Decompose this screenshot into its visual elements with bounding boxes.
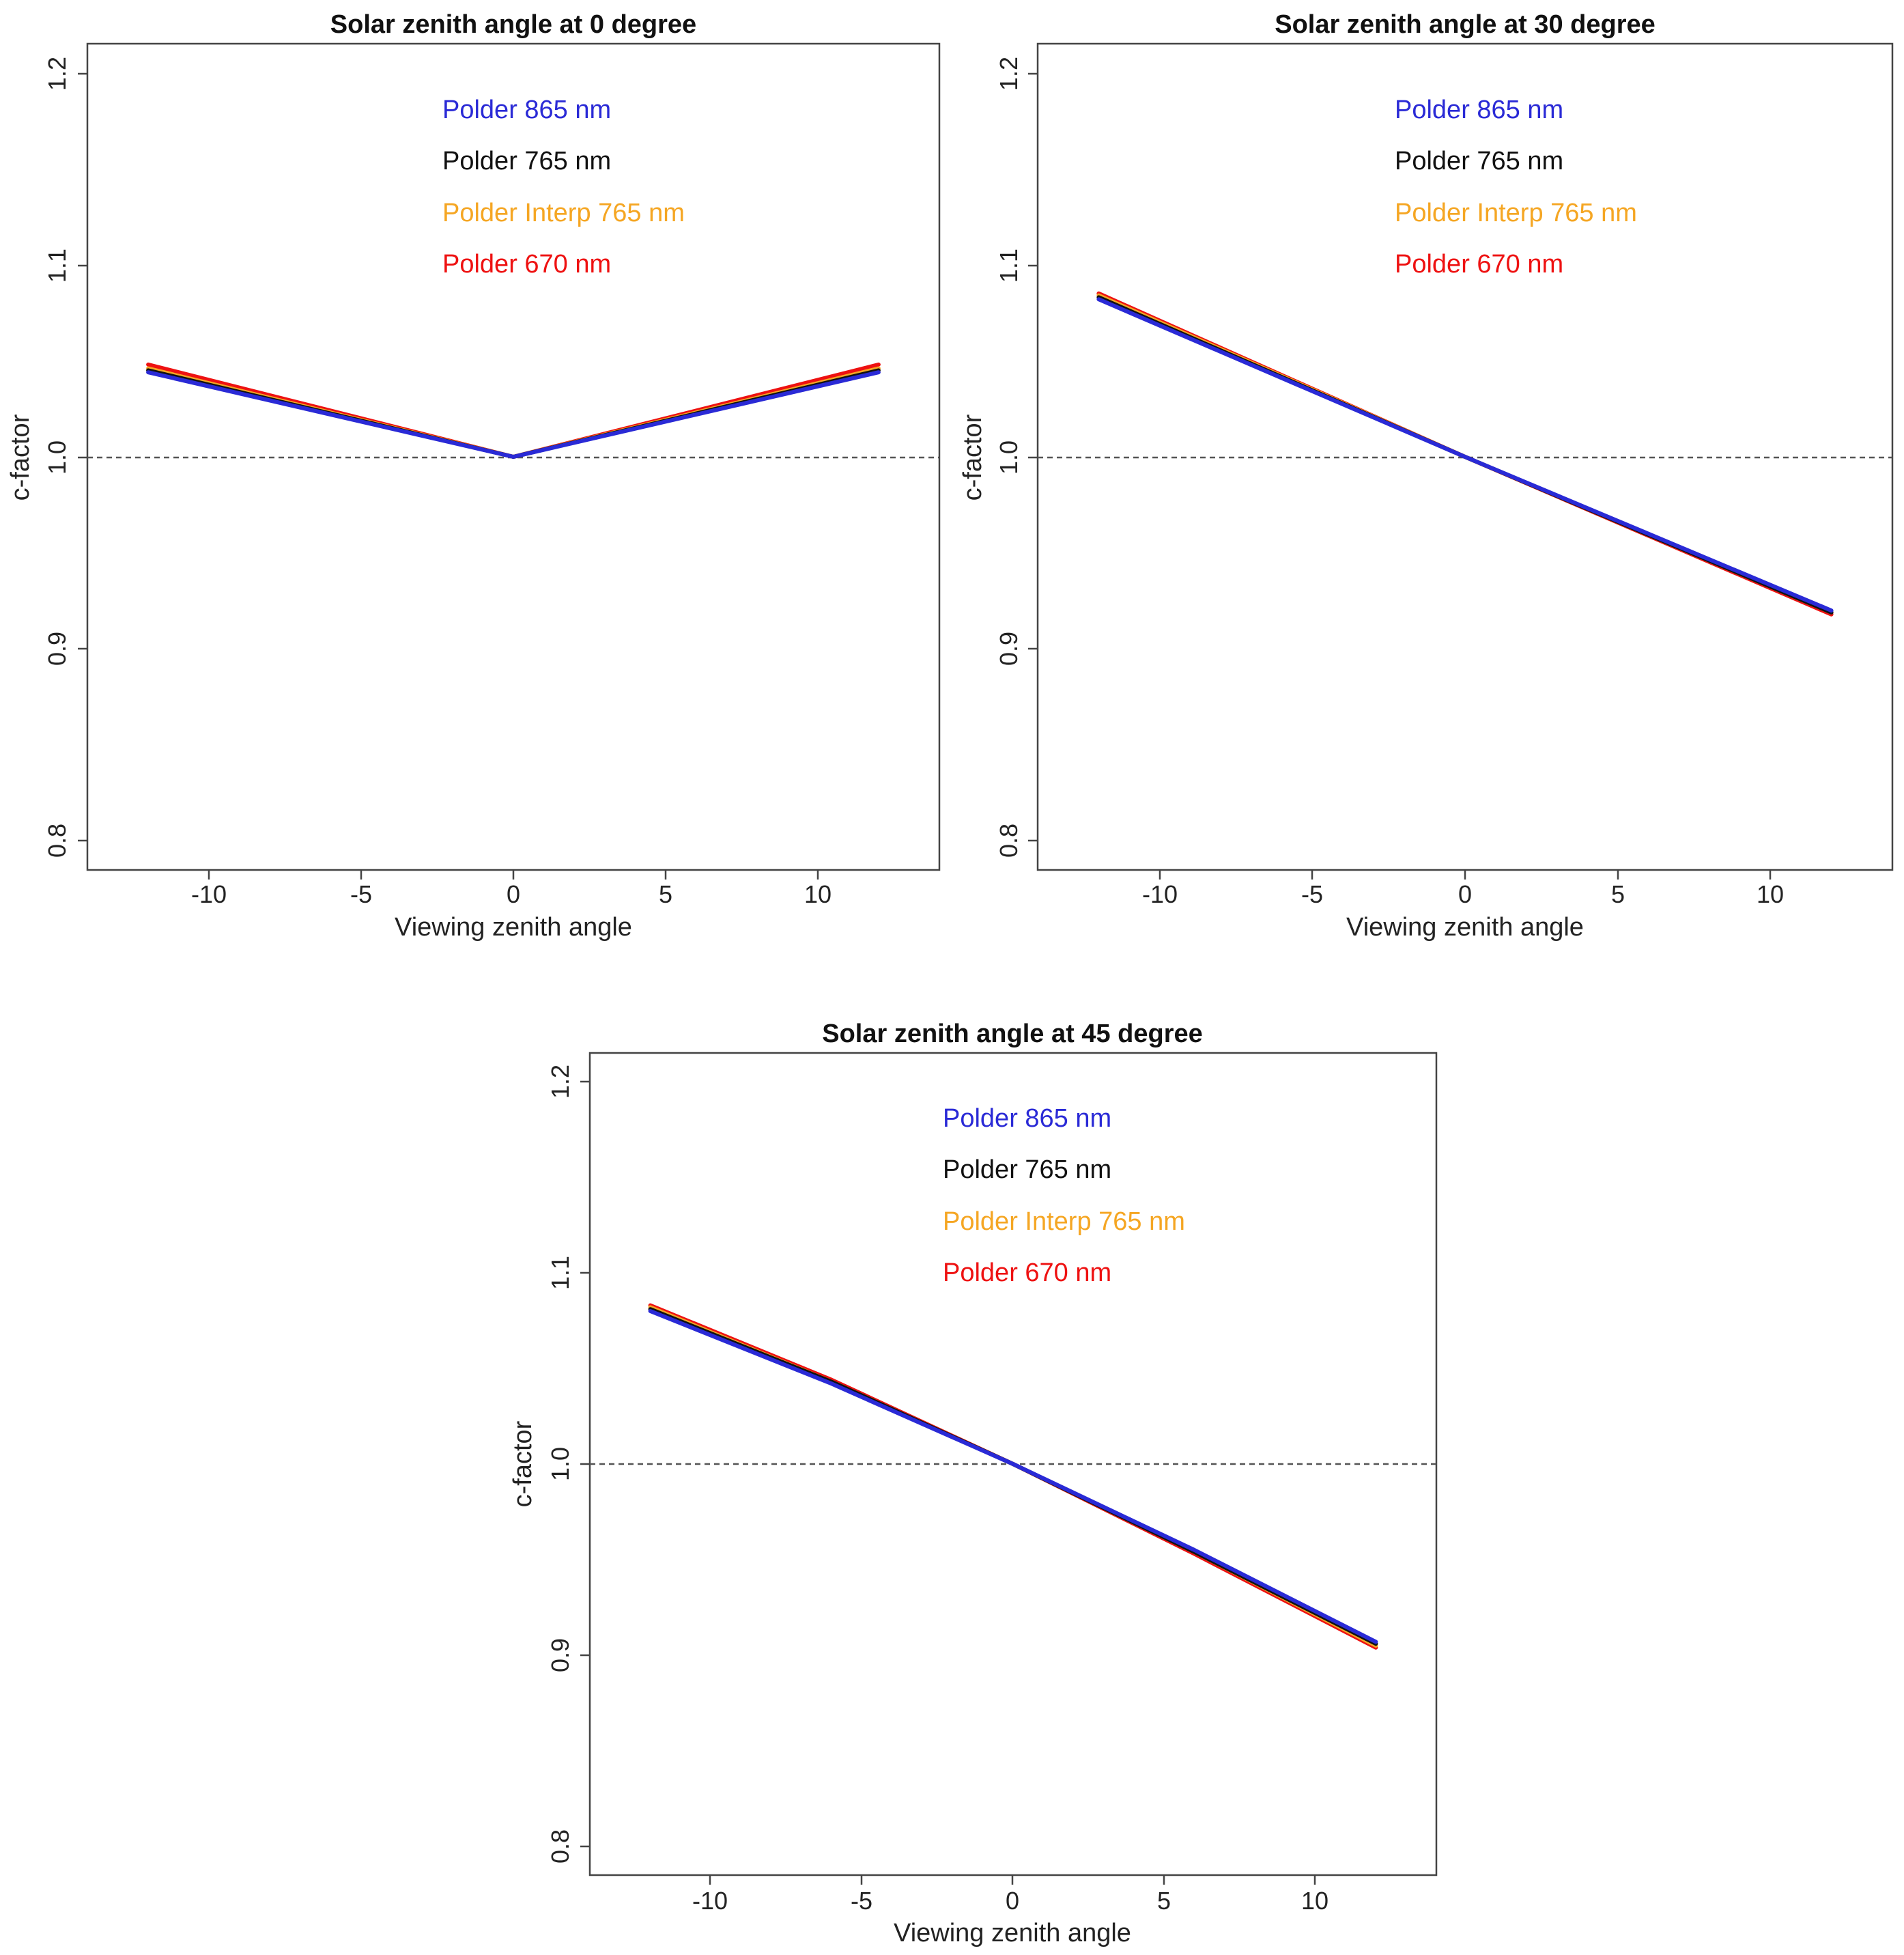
y-tick-label: 0.9: [43, 632, 71, 666]
y-tick-label: 1.2: [43, 57, 71, 91]
legend-item-670nm: Polder 670 nm: [1395, 250, 1563, 279]
series-line-670nm: [146, 362, 881, 459]
x-tick-label: -10: [692, 1887, 728, 1915]
y-tick-label: 0.8: [43, 824, 71, 858]
y-tick-label: 1.0: [546, 1447, 574, 1481]
y-axis-label: c-factor: [958, 414, 987, 501]
legend-item-interp-765nm: Polder Interp 765 nm: [442, 199, 685, 227]
y-tick-label: 0.8: [995, 824, 1023, 858]
y-tick-label: 1.2: [546, 1065, 574, 1099]
chart-title: Solar zenith angle at 45 degree: [822, 1019, 1203, 1048]
x-tick-label: 10: [804, 880, 832, 908]
x-tick-label: 5: [1157, 1887, 1171, 1915]
y-tick-label: 1.0: [995, 440, 1023, 475]
y-tick-label: 1.1: [43, 249, 71, 283]
x-tick-label: -5: [851, 1887, 872, 1915]
legend-item-865nm: Polder 865 nm: [442, 96, 611, 124]
chart-title: Solar zenith angle at 0 degree: [330, 10, 696, 39]
x-tick-label: -10: [1142, 880, 1178, 908]
y-axis-label: c-factor: [509, 1420, 537, 1507]
x-axis-label: Viewing zenith angle: [894, 1919, 1131, 1947]
panel-sza-0: Solar zenith angle at 0 degree -10 -5 0 …: [6, 10, 941, 942]
x-axis-label: Viewing zenith angle: [395, 913, 632, 942]
series-line-865nm: [146, 370, 881, 459]
legend-item-865nm: Polder 865 nm: [943, 1104, 1111, 1133]
series-line-interp-765nm: [146, 366, 881, 459]
x-tick-label: -5: [1301, 880, 1323, 908]
series-line-865nm: [1096, 297, 1834, 613]
y-tick-label: 1.2: [995, 57, 1023, 91]
y-tick-label: 0.8: [546, 1829, 574, 1863]
x-tick-label: -10: [191, 880, 227, 908]
legend-item-interp-765nm: Polder Interp 765 nm: [1395, 199, 1637, 227]
x-tick-label: -5: [350, 880, 372, 908]
legend-item-interp-765nm: Polder Interp 765 nm: [943, 1207, 1185, 1236]
legend-item-765nm: Polder 765 nm: [1395, 147, 1563, 175]
x-tick-label: 0: [507, 880, 520, 908]
series-line-865nm: [648, 1309, 1378, 1644]
y-axis-label: c-factor: [6, 414, 35, 501]
x-tick-label: 5: [1611, 880, 1625, 908]
panel-sza-30: Solar zenith angle at 30 degree -10 -5 0…: [958, 10, 1894, 942]
legend-item-865nm: Polder 865 nm: [1395, 96, 1563, 124]
legend-item-765nm: Polder 765 nm: [943, 1155, 1111, 1184]
y-tick-label: 1.0: [43, 440, 71, 475]
x-axis-label: Viewing zenith angle: [1346, 913, 1584, 942]
x-tick-label: 10: [1301, 1887, 1328, 1915]
legend-item-765nm: Polder 765 nm: [442, 147, 611, 175]
y-tick-label: 0.9: [546, 1638, 574, 1672]
y-tick-label: 1.1: [995, 249, 1023, 283]
series-line-interp-765nm: [648, 1305, 1378, 1648]
x-tick-label: 5: [659, 880, 672, 908]
panel-sza-45: Solar zenith angle at 45 degree -10 -5 0…: [509, 1019, 1438, 1947]
chart-title: Solar zenith angle at 30 degree: [1275, 10, 1656, 39]
x-tick-label: 10: [1757, 880, 1784, 908]
legend-item-670nm: Polder 670 nm: [442, 250, 611, 279]
y-tick-label: 1.1: [546, 1256, 574, 1290]
x-tick-label: 0: [1458, 880, 1472, 908]
y-tick-label: 0.9: [995, 632, 1023, 666]
x-tick-label: 0: [1006, 1887, 1019, 1915]
legend-item-670nm: Polder 670 nm: [943, 1258, 1111, 1287]
series-line-765nm: [146, 368, 881, 459]
